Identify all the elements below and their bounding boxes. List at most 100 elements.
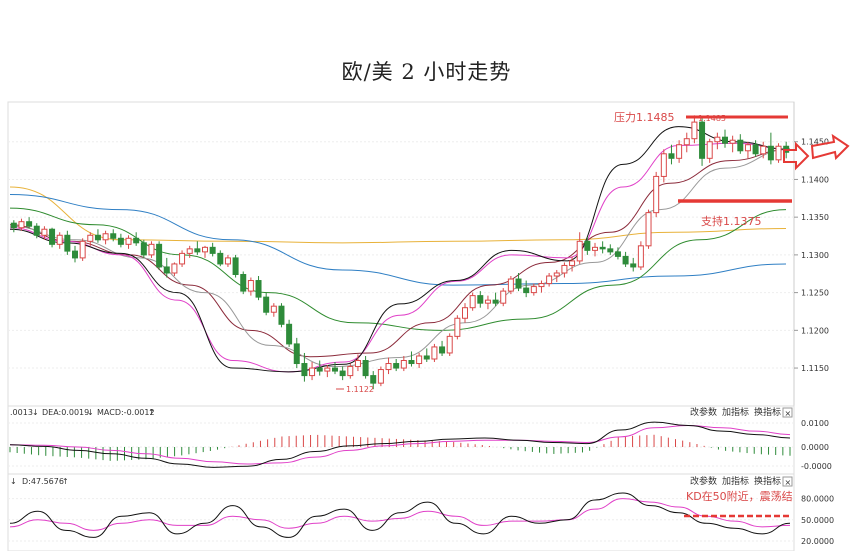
candle-body xyxy=(538,283,545,288)
candle-body xyxy=(515,278,522,289)
high-price-label: 1.1485 xyxy=(698,114,726,123)
candle-body xyxy=(699,121,706,159)
candle-body xyxy=(683,138,690,146)
candle-body xyxy=(599,246,606,250)
candle-body xyxy=(332,367,338,372)
ma10-line xyxy=(9,142,791,373)
candle-body xyxy=(179,252,186,265)
macd-diff-line xyxy=(9,421,791,468)
candle-body xyxy=(752,144,759,155)
macd-tick-label: 0.0000 xyxy=(801,443,829,452)
candle-body xyxy=(324,367,331,372)
candle-body xyxy=(507,278,514,292)
candle-body xyxy=(722,136,728,144)
svg-text:×: × xyxy=(785,478,792,487)
ma20-line xyxy=(9,148,791,368)
candle-body xyxy=(645,212,652,247)
candle-body xyxy=(760,145,767,155)
candle-body xyxy=(255,280,262,298)
candle-body xyxy=(454,317,461,337)
candle-body xyxy=(56,234,63,245)
macd-legend-arrow-icon: ↓ xyxy=(32,408,39,417)
macd-edit-params-button[interactable]: 改参数 xyxy=(690,406,717,418)
macd-tick-label: -0.0000 xyxy=(801,462,832,471)
candle-body xyxy=(385,363,392,371)
candle-body xyxy=(767,145,774,161)
candle-body xyxy=(653,175,660,214)
candle-body xyxy=(117,237,124,245)
candle-body xyxy=(224,257,231,265)
candle-body xyxy=(706,141,713,159)
candle-body xyxy=(561,264,568,274)
candle-body xyxy=(79,240,86,259)
candle-body xyxy=(133,237,140,244)
candle-body xyxy=(194,248,201,253)
candle-body xyxy=(775,145,782,161)
kdj-tick-label: 50.0000 xyxy=(801,516,834,525)
candle-body xyxy=(431,346,438,360)
candle-body xyxy=(691,121,698,140)
macd-close-icon[interactable]: × xyxy=(782,407,793,418)
candle-body xyxy=(10,222,17,229)
candle-body xyxy=(87,234,94,242)
candle-body xyxy=(278,305,285,325)
candle-body xyxy=(744,144,751,152)
kdj-close-icon[interactable]: × xyxy=(782,476,793,487)
macd-switch-indicator-button[interactable]: 换指标 xyxy=(754,406,781,418)
candle-body xyxy=(186,248,193,254)
candle-body xyxy=(484,299,491,304)
kdj-d-line xyxy=(9,498,791,531)
candle-body xyxy=(125,237,132,245)
candle-body xyxy=(393,363,400,369)
ma30-line xyxy=(9,148,791,358)
candle-body xyxy=(362,360,369,377)
candle-body xyxy=(316,367,323,372)
price-tick-label: 1.1300 xyxy=(801,251,829,260)
candle-body xyxy=(217,252,224,265)
candle-body xyxy=(416,355,423,365)
price-panel xyxy=(7,101,795,407)
candle-body xyxy=(148,243,155,256)
candle-body xyxy=(26,221,33,227)
svg-text:×: × xyxy=(785,409,792,418)
kdj-legend-arrow-icon: ↓ xyxy=(10,477,17,486)
candle-body xyxy=(569,260,576,266)
kdj-k-line xyxy=(9,492,791,538)
macd-add-indicator-button[interactable]: 加指标 xyxy=(722,406,749,418)
price-tick-label: 1.1200 xyxy=(801,326,829,335)
candle-body xyxy=(33,225,40,236)
page-title: 欧/美 2 小时走势 xyxy=(341,60,512,84)
candle-body xyxy=(156,243,163,268)
candle-body xyxy=(630,263,637,268)
candle-body xyxy=(714,136,721,143)
candle-body xyxy=(408,360,415,365)
candle-body xyxy=(584,240,591,251)
macd-dea-line xyxy=(9,425,791,465)
candle-body xyxy=(263,296,270,313)
candle-body xyxy=(553,272,560,277)
candle-body xyxy=(592,246,598,251)
candle-body xyxy=(232,257,239,276)
macd-legend-arrow2-icon: ↓ xyxy=(87,408,94,417)
candle-body xyxy=(607,248,614,253)
macd-legend-dea: DEA:0.0019 xyxy=(42,408,89,417)
kdj-switch-indicator-button[interactable]: 换指标 xyxy=(754,475,781,487)
candle-body xyxy=(286,323,293,345)
candle-body xyxy=(309,367,316,377)
kdj-edit-params-button[interactable]: 改参数 xyxy=(690,475,717,487)
candle-body xyxy=(171,263,178,274)
price-tick-label: 1.1250 xyxy=(801,289,829,298)
candle-body xyxy=(247,280,254,292)
price-tick-label: 1.1450 xyxy=(801,138,829,147)
candle-body xyxy=(477,295,484,304)
candle-body xyxy=(293,343,300,365)
candle-body xyxy=(339,370,346,377)
kdj-add-indicator-button[interactable]: 加指标 xyxy=(722,475,749,487)
kdj-annotation: KD在50附近，震荡结 xyxy=(686,489,793,503)
candle-body xyxy=(446,335,453,354)
price-tick-label: 1.1400 xyxy=(801,175,829,184)
candle-body xyxy=(18,221,25,229)
price-tick-label: 1.1350 xyxy=(801,213,829,222)
candle-body xyxy=(523,287,530,294)
